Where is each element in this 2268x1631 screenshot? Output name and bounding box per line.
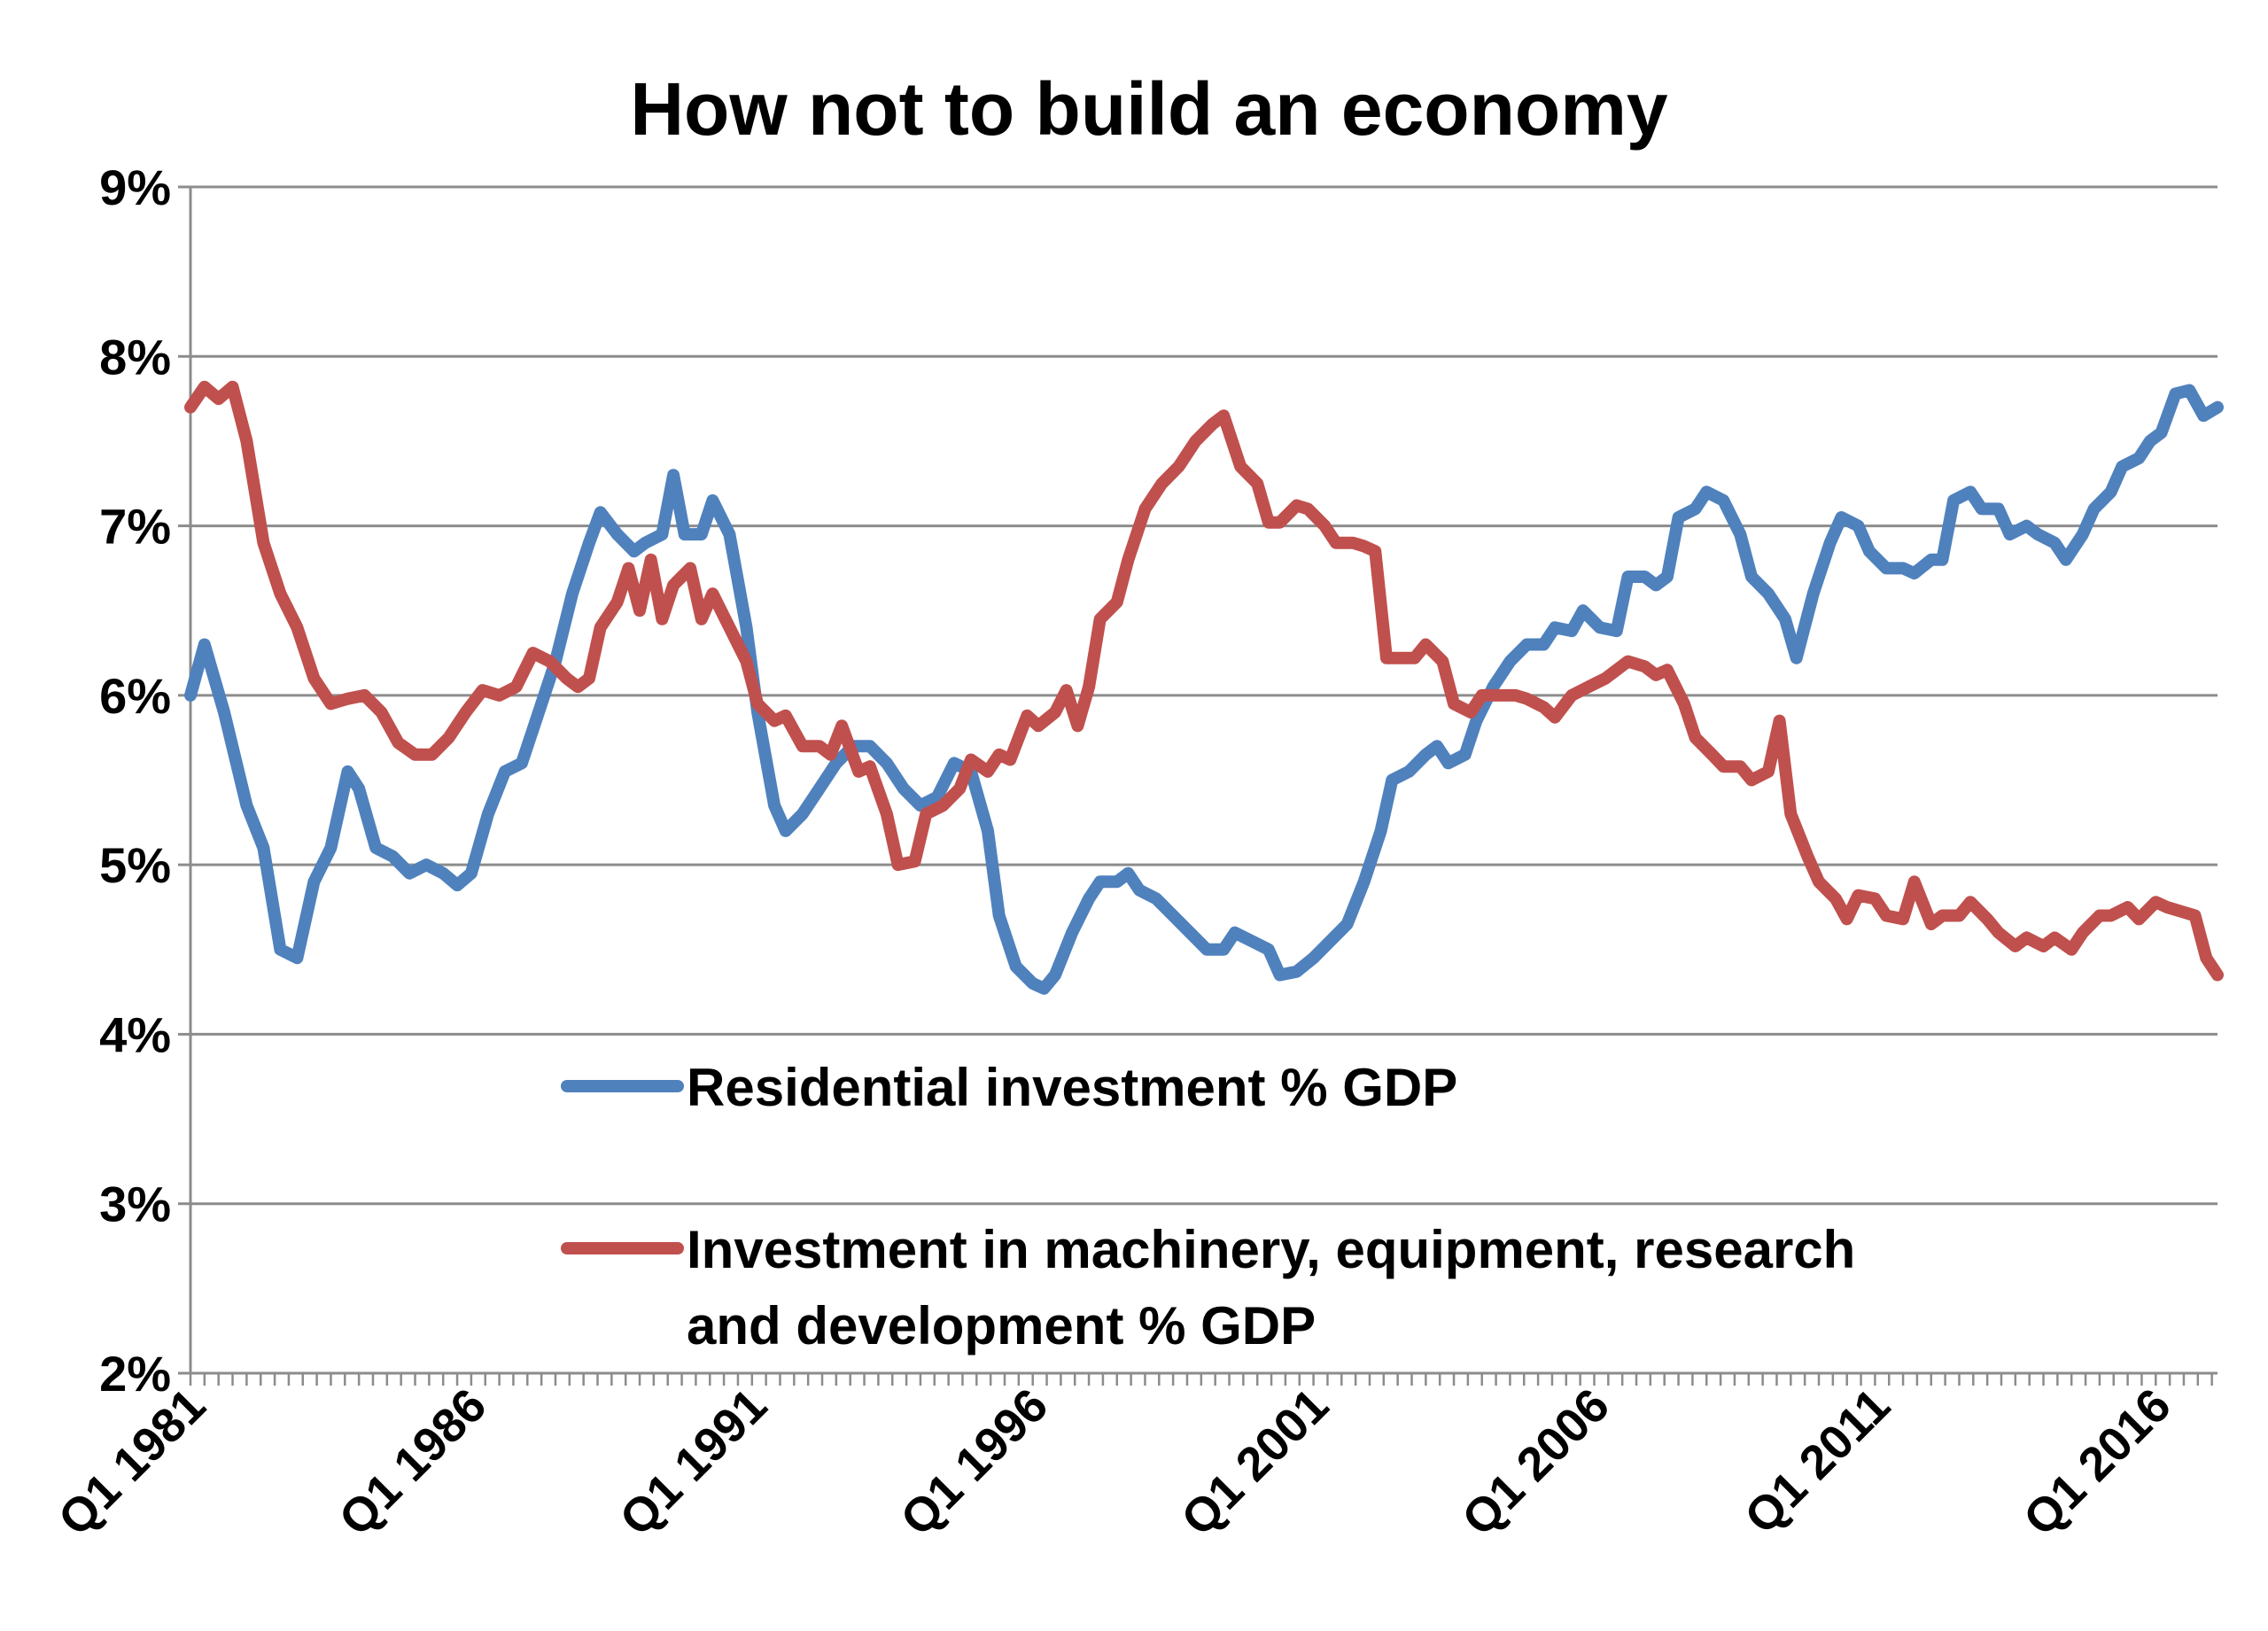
x-tick-label: Q1 2011 — [1735, 1379, 1900, 1544]
series-lines — [184, 380, 2224, 995]
x-tick-label: Q1 1981 — [49, 1379, 216, 1546]
x-axis — [189, 187, 2218, 1386]
x-tick-label: Q1 1991 — [610, 1379, 777, 1546]
y-tick-label: 4% — [99, 1006, 171, 1062]
y-tick-label: 8% — [99, 329, 171, 384]
y-tick-label: 2% — [99, 1346, 171, 1402]
y-axis-tick-labels: 2% 3% 4% 5% 6% 7% 8% 9% — [99, 159, 171, 1402]
x-tick-label: Q1 1986 — [329, 1379, 496, 1546]
y-tick-label: 9% — [99, 159, 171, 215]
series-line-residential — [184, 384, 2224, 995]
y-tick-label: 3% — [99, 1177, 171, 1232]
gridlines — [178, 185, 2218, 1375]
x-tick-label: Q1 1996 — [890, 1379, 1058, 1546]
y-tick-label: 6% — [99, 668, 171, 724]
y-tick-label: 5% — [99, 837, 171, 893]
y-tick-label: 7% — [99, 499, 171, 555]
legend-label-machinery-line2: and development % GDP — [687, 1296, 1316, 1355]
legend-label-residential: Residential investment % GDP — [687, 1058, 1457, 1117]
legend: Residential investment % GDP Investment … — [561, 1058, 1855, 1355]
chart-title: How not to build an economy — [630, 67, 1668, 151]
legend-label-machinery-line1: Investment in machinery, equipment, rese… — [687, 1220, 1855, 1279]
series-line-machinery — [184, 380, 2224, 982]
x-tick-label: Q1 2006 — [1452, 1379, 1619, 1546]
x-tick-label: Q1 2016 — [2014, 1379, 2181, 1546]
x-tick-label: Q1 2001 — [1171, 1379, 1339, 1546]
x-axis-tick-labels: Q1 1981 Q1 1986 Q1 1991 Q1 1996 Q1 2001 Q1 20… — [49, 1379, 2181, 1546]
